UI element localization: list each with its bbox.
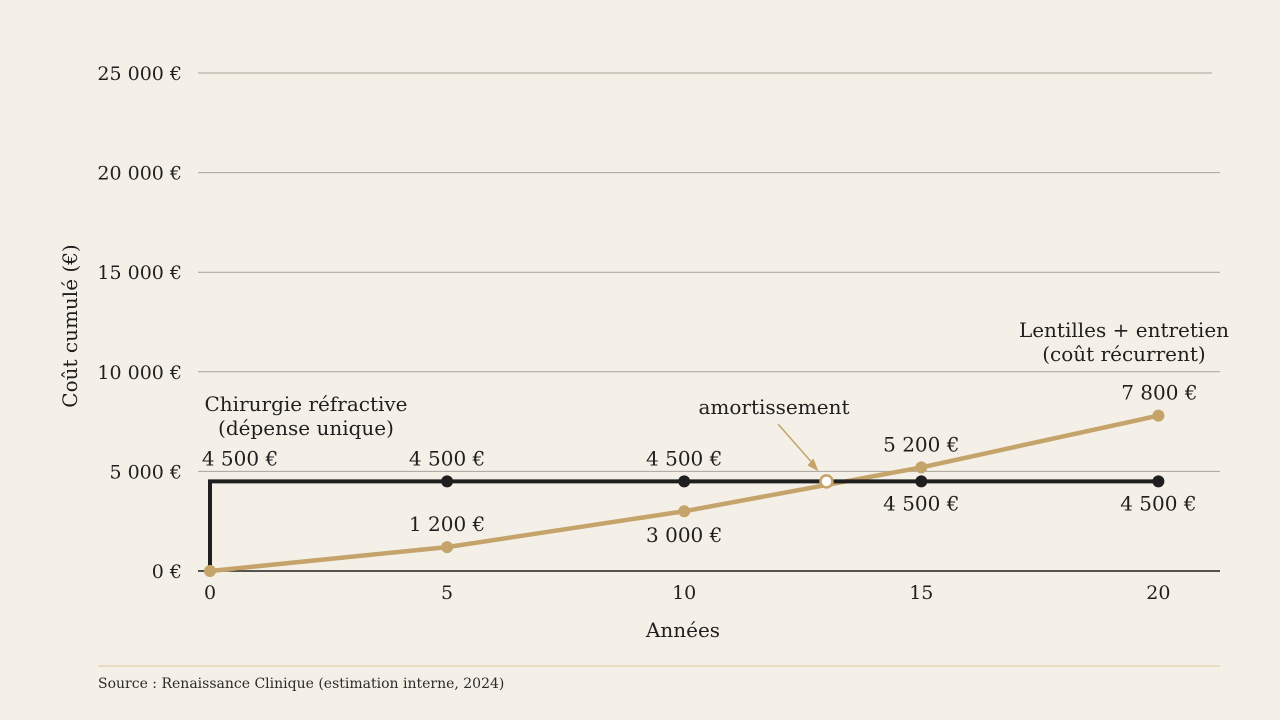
series-name-chirurgie: (dépense unique) bbox=[218, 416, 394, 440]
series-name-lentilles: Lentilles + entretien bbox=[1019, 318, 1229, 342]
point-lentilles bbox=[441, 541, 454, 554]
annotations: amortissement bbox=[698, 395, 850, 489]
x-tick-label: 0 bbox=[204, 582, 216, 604]
data-label-chirurgie: 4 500 € bbox=[202, 446, 278, 470]
breakeven-marker bbox=[819, 474, 834, 489]
series-line-chirurgie bbox=[208, 479, 1159, 571]
series-name-lentilles: (coût récurrent) bbox=[1042, 342, 1205, 366]
point-chirurgie bbox=[915, 475, 928, 488]
series-name-labels: Chirurgie réfractive(dépense unique) Lent… bbox=[204, 318, 1229, 440]
point-lentilles bbox=[915, 461, 928, 474]
point-chirurgie bbox=[441, 475, 454, 488]
x-tick-label: 10 bbox=[672, 582, 696, 604]
series-layer bbox=[204, 409, 1165, 577]
source-note: Source : Renaissance Clinique (estimatio… bbox=[98, 676, 505, 692]
x-tick-label: 5 bbox=[441, 582, 453, 604]
annotation-arrow bbox=[777, 423, 815, 465]
annotation-arrowhead bbox=[807, 458, 819, 472]
y-tick-label: 5 000 € bbox=[109, 461, 182, 483]
data-label-chirurgie: 4 500 € bbox=[883, 491, 959, 515]
y-tick-label: 25 000 € bbox=[97, 63, 182, 85]
x-axis-title: Années bbox=[645, 618, 720, 642]
point-chirurgie bbox=[678, 475, 691, 488]
point-lentilles bbox=[678, 505, 691, 518]
data-label-chirurgie: 4 500 € bbox=[1120, 491, 1196, 515]
x-tick-labels: 0 5 10 15 20 bbox=[204, 582, 1171, 604]
y-tick-label: 10 000 € bbox=[97, 362, 182, 384]
data-label-lentilles: 5 200 € bbox=[883, 432, 959, 456]
data-label-lentilles: 3 000 € bbox=[646, 523, 722, 547]
data-label-lentilles: 1 200 € bbox=[409, 512, 485, 536]
series-name-chirurgie: Chirurgie réfractive bbox=[204, 392, 407, 416]
data-labels: 4 500 € 4 500 € 4 500 € 4 500 € 4 500 € 1 200… bbox=[202, 381, 1198, 548]
y-tick-labels: 0 € 5 000 € 10 000 € 15 000 € 20 000 € 25 000… bbox=[97, 63, 182, 583]
data-label-lentilles: 7 800 € bbox=[1121, 381, 1197, 405]
y-tick-label: 20 000 € bbox=[97, 163, 182, 185]
x-tick-label: 15 bbox=[909, 582, 933, 604]
point-chirurgie bbox=[1152, 475, 1165, 488]
y-tick-label: 15 000 € bbox=[97, 262, 182, 284]
y-tick-label: 0 € bbox=[152, 561, 182, 583]
annotation-amortissement: amortissement bbox=[698, 395, 849, 419]
data-label-chirurgie: 4 500 € bbox=[409, 446, 485, 470]
x-tick-label: 20 bbox=[1146, 582, 1170, 604]
point-lentilles bbox=[204, 565, 216, 577]
point-lentilles bbox=[1152, 409, 1165, 422]
data-label-chirurgie: 4 500 € bbox=[646, 446, 722, 470]
y-axis-title: Coût cumulé (€) bbox=[58, 244, 82, 407]
gridlines bbox=[198, 72, 1220, 472]
